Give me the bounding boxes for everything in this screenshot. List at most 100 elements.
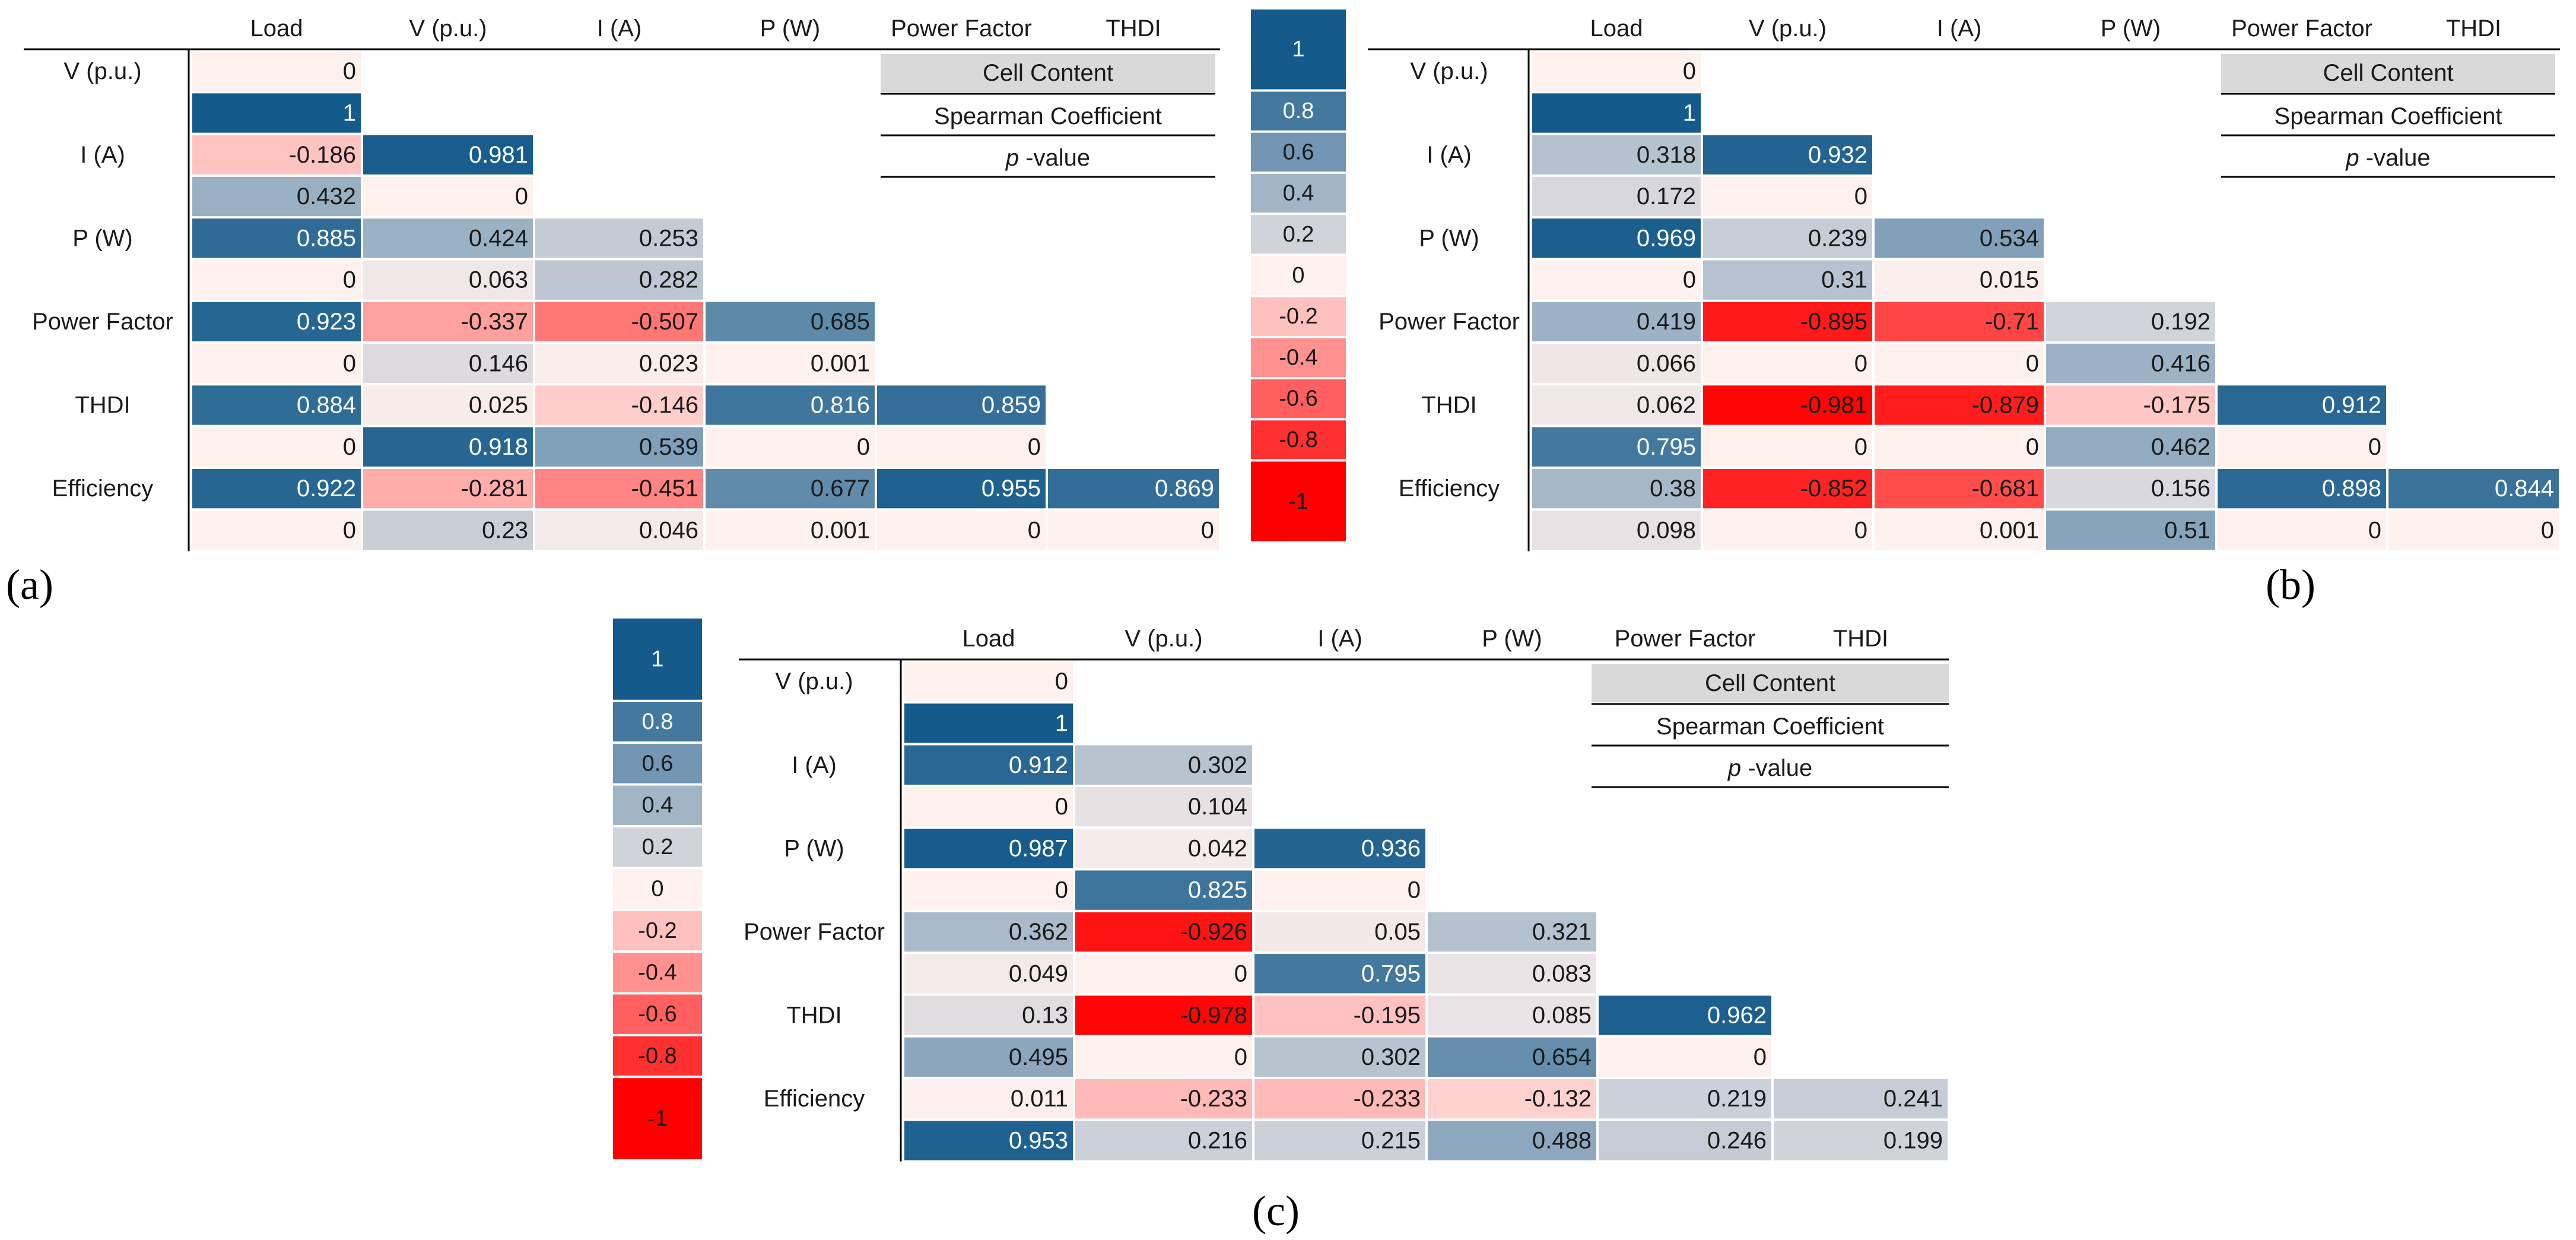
coefficient-cell	[904, 662, 1073, 702]
pvalue-cell	[904, 870, 1073, 910]
key-header-bg	[2221, 54, 2555, 92]
coefficient-cell	[192, 218, 361, 258]
coefficient-cell	[2218, 469, 2386, 509]
row-label: V (p.u.)	[775, 668, 853, 694]
pvalue-label: 0.282	[639, 267, 698, 293]
pvalue-label: 0.416	[2151, 350, 2210, 376]
scale-swatch	[1251, 461, 1346, 541]
pvalue-cell	[1703, 510, 1872, 550]
pvalue-label: 0	[2026, 434, 2039, 460]
pvalue-cell	[1532, 344, 1701, 383]
scale-label: -0.4	[1279, 345, 1317, 370]
coefficient-cell	[706, 302, 875, 342]
scale-label: -0.8	[1279, 427, 1317, 452]
pvalue-label: 0.795	[1637, 434, 1696, 460]
coefficient-cell	[1875, 469, 2044, 509]
scale-swatch	[1251, 379, 1346, 418]
coefficient-label: -0.852	[1800, 475, 1867, 502]
coefficient-cell	[535, 302, 703, 342]
coefficient-cell	[1703, 302, 1872, 342]
coefficient-label: 0.685	[811, 309, 870, 335]
pvalue-label: 0	[2026, 350, 2039, 376]
coefficient-label: 0.419	[1637, 309, 1696, 335]
coefficient-label: 0.922	[297, 475, 356, 502]
coefficient-label: 0.912	[1009, 752, 1068, 778]
scale-label: -0.6	[638, 1002, 676, 1027]
pvalue-cell	[363, 344, 533, 383]
row-label: V (p.u.)	[1410, 58, 1488, 84]
coefficient-label: 0.969	[1637, 225, 1696, 251]
coefficient-label: -0.926	[1180, 919, 1247, 945]
pvalue-cell	[1875, 260, 2044, 300]
coefficient-label: -0.507	[631, 309, 698, 335]
scale-swatch	[613, 953, 702, 992]
panel-caption: (a)	[6, 561, 53, 608]
scale-label: 0.8	[1283, 99, 1314, 123]
row-label: THDI	[75, 392, 130, 418]
row-label: V (p.u.)	[63, 58, 141, 84]
coefficient-label: -0.895	[1800, 309, 1867, 335]
cell-content-key: Cell Content Spearman Coefficient p -value	[2221, 54, 2555, 178]
column-header: THDI	[1833, 626, 1888, 652]
pvalue-cell	[1075, 1121, 1252, 1160]
pvalue-label: 0	[1201, 517, 1214, 543]
coefficient-cell	[1599, 1079, 1771, 1119]
column-header: I (A)	[597, 15, 642, 42]
pvalue-cell	[1428, 1121, 1596, 1160]
row-label: I (A)	[1427, 142, 1472, 168]
scale-swatch	[1251, 9, 1346, 90]
pvalue-label: 0.462	[2151, 434, 2210, 460]
pvalue-label: 0	[1234, 960, 1247, 987]
coefficient-label: 0.302	[1188, 752, 1247, 778]
row-label: Efficiency	[764, 1086, 865, 1112]
coefficient-cell	[1703, 218, 1872, 258]
key-spearman: Spearman Coefficient	[1656, 713, 1884, 740]
pvalue-cell	[1532, 93, 1701, 133]
pvalue-cell	[2218, 510, 2386, 550]
pvalue-cell	[363, 427, 533, 467]
row-label: I (A)	[792, 752, 837, 778]
coefficient-cell	[1532, 52, 1701, 91]
pvalue-label: 0.31	[1821, 267, 1867, 293]
panel-caption: (b)	[2266, 561, 2315, 608]
coefficient-label: 0.219	[1707, 1086, 1767, 1112]
coefficient-cell	[1875, 218, 2044, 258]
pvalue-label: 0.539	[639, 434, 698, 460]
coefficient-label: 0.859	[982, 392, 1041, 418]
scale-label: -0.8	[638, 1044, 676, 1068]
pvalue-cell	[1075, 954, 1252, 994]
scale-swatch	[613, 702, 702, 742]
column-header: Load	[1590, 15, 1643, 42]
coefficient-cell	[2046, 302, 2215, 342]
coefficient-label: 0.932	[1808, 142, 1867, 168]
coefficient-label: 0.253	[639, 225, 698, 251]
column-header: V (p.u.)	[409, 15, 487, 42]
pvalue-label: 0	[515, 183, 528, 210]
coefficient-label: -0.146	[631, 392, 698, 418]
pvalue-cell	[904, 1037, 1073, 1077]
coefficient-cell	[1075, 745, 1252, 785]
coefficient-label: 0.362	[1009, 919, 1068, 945]
coefficient-label: -0.681	[1972, 475, 2039, 502]
scale-label: 0.2	[642, 835, 674, 860]
pvalue-cell	[706, 510, 875, 550]
pvalue-cell	[1075, 870, 1252, 910]
key-cell-content: Cell Content	[1705, 670, 1835, 696]
coefficient-label: 0.011	[1011, 1086, 1068, 1112]
scale-label: 0.2	[1283, 222, 1314, 247]
coefficient-cell	[1428, 1079, 1596, 1119]
scale-swatch	[613, 1036, 702, 1076]
coefficient-cell	[877, 385, 1046, 425]
pvalue-cell	[904, 787, 1073, 827]
pvalue-label: 0.172	[1637, 183, 1696, 210]
color-scale-top: 1 0.8 0.6 0.4 0.2 0 -0.2 -0.4 -0.6 -0.8 -1	[1251, 9, 1346, 541]
coefficient-label: -0.879	[1972, 392, 2039, 418]
scale-swatch	[1251, 297, 1346, 336]
coefficient-cell	[706, 469, 875, 509]
pvalue-cell	[1532, 176, 1701, 217]
pvalue-cell	[904, 1121, 1073, 1160]
scale-swatch	[1251, 420, 1346, 459]
coefficient-label: 0.534	[1980, 225, 2039, 251]
pvalue-label: 0	[1754, 1044, 1767, 1070]
pvalue-label: 0.023	[639, 350, 698, 376]
